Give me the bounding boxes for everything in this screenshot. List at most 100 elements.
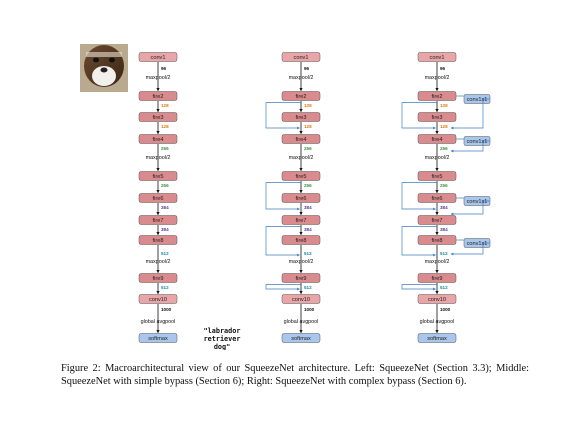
fire3-block <box>281 112 321 122</box>
fire5-label: fire5 <box>296 174 307 180</box>
channel-count: 256 <box>440 146 448 151</box>
conv1-block <box>281 52 321 62</box>
fire7-block <box>417 215 457 225</box>
bypass-connection <box>265 284 301 291</box>
softmax-label: softmax <box>291 336 311 342</box>
bypass-connection <box>401 284 437 291</box>
fire9-label: fire9 <box>296 276 307 282</box>
channel-count: 512 <box>161 285 169 290</box>
channel-count: 128 <box>161 124 169 129</box>
channel-count: 96 <box>304 66 310 71</box>
fire2-block <box>138 91 178 101</box>
channel-count: 256 <box>304 146 312 151</box>
bypass-connection <box>450 98 490 130</box>
channel-count: 128 <box>161 103 169 108</box>
bypass-connection <box>265 226 301 257</box>
fire3-label: fire3 <box>432 115 443 121</box>
dog-photo <box>80 44 128 92</box>
fire5-block <box>138 171 178 181</box>
fire3-label: fire3 <box>296 115 307 121</box>
conv1-block <box>138 52 178 62</box>
bypass-connection <box>401 182 437 211</box>
conv1-label: conv1 <box>430 55 445 61</box>
output-label-line: retriever <box>204 335 241 343</box>
bypass-connection <box>401 226 437 257</box>
conv10-block <box>281 294 321 304</box>
channel-count: 1000 <box>161 307 172 312</box>
fire2-block <box>281 91 321 101</box>
bypass-connection <box>450 200 490 216</box>
fire3-block <box>417 112 457 122</box>
conv10-block <box>417 294 457 304</box>
fire5-block <box>281 171 321 181</box>
conv1x1-label: conv1x1 <box>467 139 488 145</box>
conv10-label: conv10 <box>149 297 167 303</box>
fire6-label: fire6 <box>296 196 307 202</box>
fire4-label: fire4 <box>296 137 307 143</box>
channel-count: 384 <box>440 205 448 210</box>
channel-count: 1000 <box>440 307 451 312</box>
bypass-connection <box>401 102 437 130</box>
fire5-block <box>417 171 457 181</box>
fire7-label: fire7 <box>296 218 307 224</box>
bypass-connection <box>450 140 490 153</box>
channel-count: 384 <box>304 227 312 232</box>
maxpool-label: maxpool/2 <box>425 155 450 161</box>
softmax-block <box>138 333 178 343</box>
channel-count: 1000 <box>304 307 315 312</box>
fire8-block <box>281 235 321 245</box>
conv10-label: conv10 <box>428 297 446 303</box>
channel-count: 512 <box>304 285 312 290</box>
softmax-label: softmax <box>427 336 447 342</box>
fire9-block <box>417 273 457 283</box>
bypass-connection <box>265 102 301 130</box>
channel-count: 128 <box>304 103 312 108</box>
channel-count: 384 <box>304 205 312 210</box>
global-avgpool-label: global avgpool <box>420 319 455 325</box>
maxpool-label: maxpool/2 <box>146 75 171 81</box>
fire6-block <box>138 193 178 203</box>
fire4-label: fire4 <box>153 137 164 143</box>
conv1-block <box>417 52 457 62</box>
maxpool-label: maxpool/2 <box>289 75 314 81</box>
architecture-figure: "labrador retriever dog" conv1 fire2 fire3… <box>80 44 491 350</box>
fire8-label: fire8 <box>153 238 164 244</box>
fire9-block <box>281 273 321 283</box>
fire5-label: fire5 <box>432 174 443 180</box>
fire3-block <box>138 112 178 122</box>
fire4-block <box>138 134 178 144</box>
conv1x1-label: conv1x1 <box>467 241 488 247</box>
maxpool-label: maxpool/2 <box>289 259 314 265</box>
output-label-line: "labrador <box>204 327 241 335</box>
bypass-connection <box>450 242 490 256</box>
channel-count: 96 <box>440 66 446 71</box>
channel-count: 256 <box>304 183 312 188</box>
channel-count: 512 <box>161 251 169 256</box>
fire9-label: fire9 <box>153 276 164 282</box>
maxpool-label: maxpool/2 <box>425 75 450 81</box>
fire7-block <box>138 215 178 225</box>
figure-caption: Figure 2: Macroarchitectural view of our… <box>61 363 529 387</box>
fire6-label: fire6 <box>432 196 443 202</box>
conv10-label: conv10 <box>292 297 310 303</box>
fire7-label: fire7 <box>432 218 443 224</box>
channel-count: 512 <box>304 251 312 256</box>
column-2 <box>265 52 321 343</box>
channel-count: 256 <box>161 146 169 151</box>
conv1x1-label: conv1x1 <box>467 199 488 205</box>
maxpool-label: maxpool/2 <box>146 259 171 265</box>
channel-count: 256 <box>440 183 448 188</box>
fire4-label: fire4 <box>432 137 443 143</box>
conv1-label: conv1 <box>151 55 166 61</box>
softmax-label: softmax <box>148 336 168 342</box>
fire9-block <box>138 273 178 283</box>
fire3-label: fire3 <box>153 115 164 121</box>
fire5-label: fire5 <box>153 174 164 180</box>
global-avgpool-label: global avgpool <box>284 319 319 325</box>
fire8-label: fire8 <box>432 238 443 244</box>
fire9-label: fire9 <box>432 276 443 282</box>
fire7-label: fire7 <box>153 218 164 224</box>
maxpool-label: maxpool/2 <box>289 155 314 161</box>
softmax-block <box>417 333 457 343</box>
bypass-connection <box>265 182 301 211</box>
